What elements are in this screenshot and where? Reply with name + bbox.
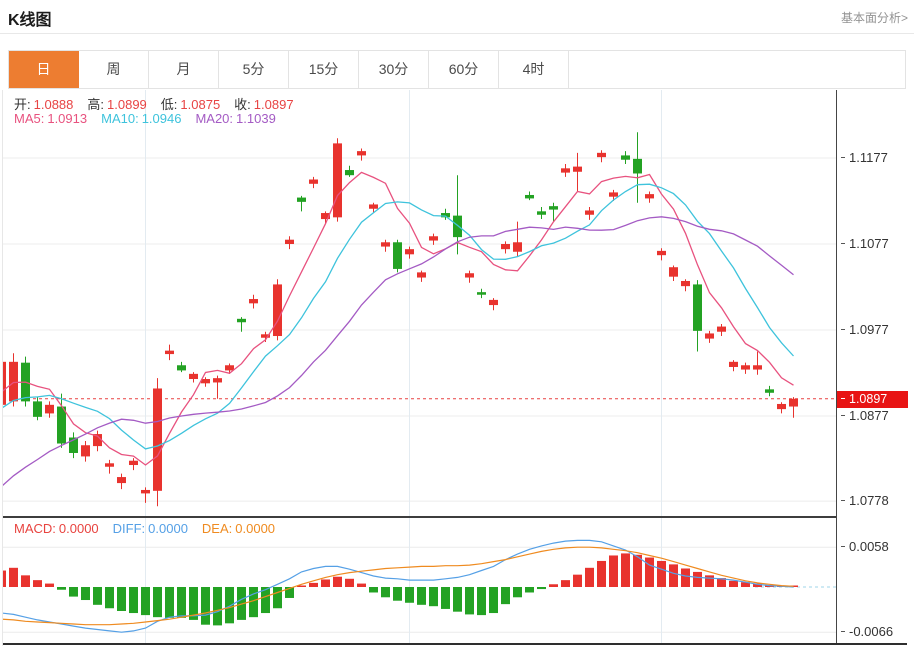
axis-tick-icon xyxy=(841,243,845,244)
ohlc-legend: 开: 1.0888 高: 1.0899 低: 1.0875 收: 1.0897 xyxy=(14,94,308,113)
y-axis-label: 1.0877 xyxy=(841,408,889,423)
price-axis-line xyxy=(836,90,837,643)
tab-15分[interactable]: 15分 xyxy=(289,51,359,88)
axis-tick-icon xyxy=(841,500,845,502)
legend-text: MA20: xyxy=(195,111,234,126)
tab-月[interactable]: 月 xyxy=(149,51,219,88)
chart-widget: 开: 1.0888 高: 1.0899 低: 1.0875 收: 1.0897 MA5: 1.0… xyxy=(2,90,908,646)
legend-text: 开: xyxy=(14,97,31,112)
legend-text: 1.0888 xyxy=(33,97,74,112)
legend-text: 1.0875 xyxy=(180,97,221,112)
tab-60分[interactable]: 60分 xyxy=(429,51,499,88)
legend-text: DEA: xyxy=(201,521,233,536)
tab-周[interactable]: 周 xyxy=(79,51,149,88)
legend-text: 0.0000 xyxy=(148,521,188,536)
legend-text: 1.0913 xyxy=(47,111,88,126)
axis-tick-icon xyxy=(841,415,845,416)
macd-chart[interactable] xyxy=(3,518,836,643)
legend-text: 收: xyxy=(234,97,251,112)
legend-text: 1.0946 xyxy=(141,111,182,126)
tab-4时[interactable]: 4时 xyxy=(499,51,569,88)
y-axis-label: 1.0778 xyxy=(841,493,889,508)
axis-tick-icon xyxy=(841,157,845,158)
y-axis-label: 0.0058 xyxy=(841,539,889,554)
chart-bottom-border xyxy=(3,643,907,645)
legend-text: MA5: xyxy=(14,111,45,126)
y-axis-label: 1.0977 xyxy=(841,322,889,337)
title-divider xyxy=(0,33,914,34)
legend-text: 高: xyxy=(87,97,105,112)
axis-tick-icon xyxy=(841,631,845,633)
axis-tick-icon xyxy=(841,546,845,548)
interval-tabbar: 日周月 5分 15分 30分 60分 4时 xyxy=(8,50,906,89)
legend-text: 0.0000 xyxy=(58,521,99,536)
legend-text: MA10: xyxy=(101,111,139,126)
tab-30分[interactable]: 30分 xyxy=(359,51,429,88)
fundamental-analysis-link[interactable]: 基本面分析> xyxy=(840,11,908,25)
badge-tick-icon xyxy=(841,397,845,399)
legend-text: 0.0000 xyxy=(235,521,276,536)
legend-text: 1.1039 xyxy=(236,111,276,126)
tab-5分[interactable]: 5分 xyxy=(219,51,289,88)
legend-text: 1.0897 xyxy=(253,97,294,112)
legend-text: 1.0899 xyxy=(107,97,147,112)
page-title: K线图 xyxy=(8,12,52,29)
current-price-value: 1.0897 xyxy=(849,391,888,406)
ma-legend: MA5: 1.0913 MA10: 1.0946 MA20: 1.1039 xyxy=(14,111,290,126)
y-axis-label: 1.1177 xyxy=(841,150,888,165)
y-axis-label: -0.0066 xyxy=(841,624,893,639)
legend-text: MACD: xyxy=(14,521,56,536)
y-axis-label: 1.1077 xyxy=(841,236,889,251)
legend-text: 低: xyxy=(160,97,178,112)
current-price-badge: 1.0897 xyxy=(837,390,908,408)
panel-divider xyxy=(3,516,836,518)
tab-日[interactable]: 日 xyxy=(9,51,79,88)
kline-chart[interactable] xyxy=(3,90,836,516)
axis-tick-icon xyxy=(841,329,845,330)
macd-legend: MACD: 0.0000 DIFF: 0.0000 DEA: 0.0000 xyxy=(14,521,289,536)
legend-text: DIFF: xyxy=(112,521,146,536)
